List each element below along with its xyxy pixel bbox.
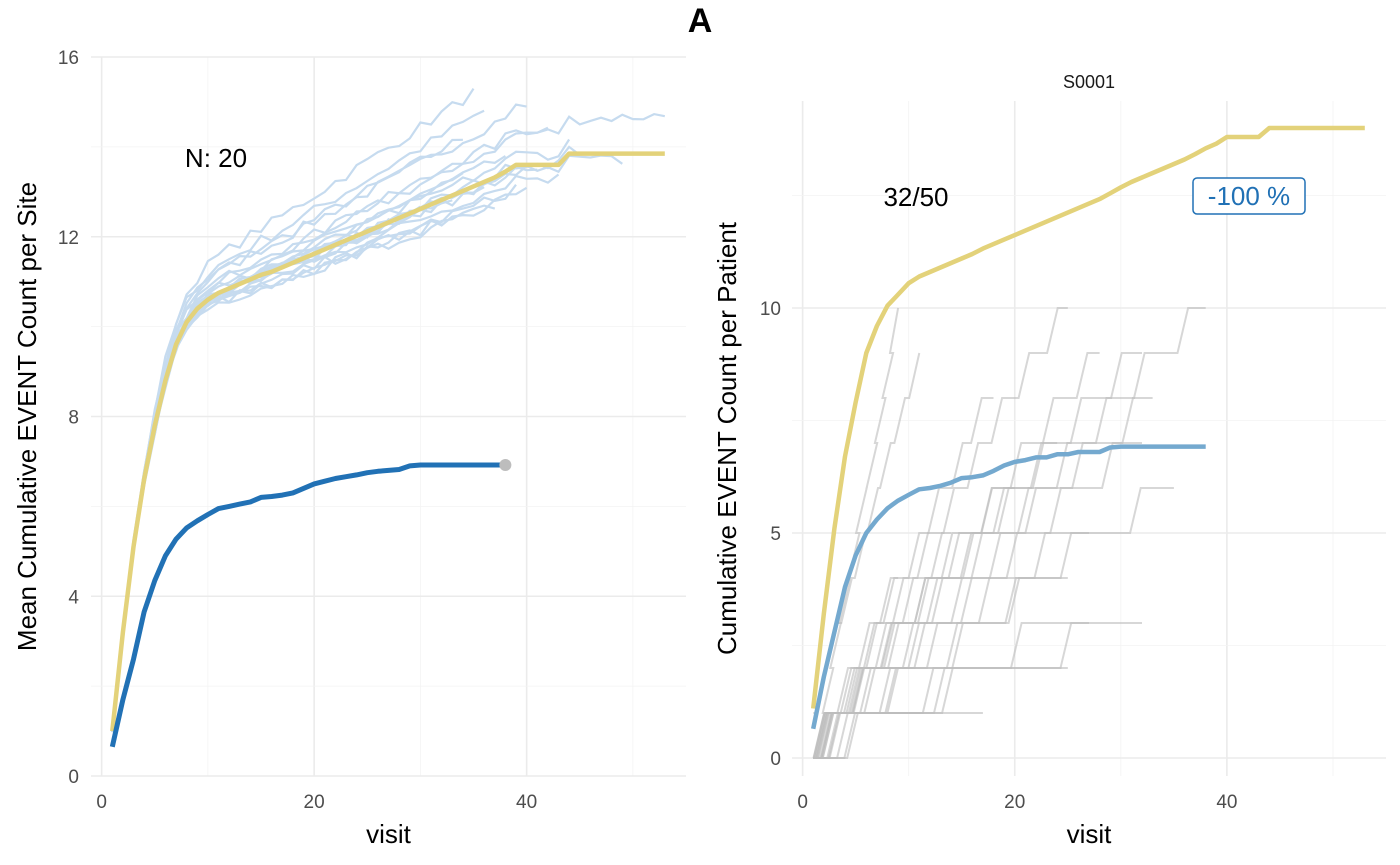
- x-axis-title: visit: [1067, 819, 1113, 849]
- site-line: [111, 220, 442, 732]
- facet-strip-label: S0001: [1063, 72, 1115, 92]
- x-tick-label: 40: [516, 792, 537, 813]
- panel-1: 0 20 40 0 4 8 12 16 visit Mean Cumulative EVENT C…: [12, 48, 686, 849]
- highlight-site-line: [109, 462, 506, 748]
- mean-line: [110, 151, 665, 732]
- x-axis-title: visit: [366, 819, 412, 849]
- patient-line: [813, 622, 1142, 759]
- patient-line: [813, 622, 1089, 759]
- site-line: [111, 155, 506, 732]
- site-count-label: N: 20: [185, 143, 247, 173]
- change-badge: -100 %: [1192, 177, 1306, 215]
- patient-line: [813, 577, 899, 759]
- patient-line: [812, 352, 1142, 759]
- site-line: [111, 112, 666, 731]
- patient-line: [812, 307, 900, 759]
- y-tick-label: 8: [68, 408, 79, 429]
- y-axis-title: Cumulative EVENT Count per Patient: [712, 221, 742, 655]
- site-line: [111, 126, 549, 733]
- x-tick-label: 0: [797, 792, 808, 813]
- y-tick-label: 4: [68, 587, 79, 608]
- y-tick-label: 0: [770, 749, 781, 770]
- y-tick-label: 16: [58, 48, 79, 69]
- y-tick-label: 5: [770, 524, 781, 545]
- x-tick-label: 0: [96, 792, 107, 813]
- patient-line: [813, 307, 1068, 759]
- highlight-patient-line: [810, 444, 1206, 730]
- site-line: [111, 172, 464, 731]
- x-tick-label: 40: [1216, 792, 1237, 813]
- y-tick-label: 10: [760, 299, 781, 320]
- badge-label: -100 %: [1208, 181, 1290, 211]
- patient-line: [813, 712, 920, 759]
- series-end-dot: [499, 459, 512, 472]
- series-group: [109, 88, 666, 748]
- gridlines: [792, 101, 1386, 776]
- y-tick-label: 0: [68, 767, 79, 788]
- figure-title: A: [687, 2, 713, 40]
- site-line: [111, 204, 496, 731]
- patient-line: [813, 352, 1100, 759]
- patient-line: [813, 577, 1068, 759]
- series-group: [810, 125, 1365, 759]
- y-axis-title: Mean Cumulative EVENT Count per Site: [12, 182, 42, 651]
- gridlines: [91, 56, 686, 777]
- site-line: [111, 138, 571, 733]
- site-line: [111, 88, 475, 731]
- patient-line: [813, 442, 1142, 759]
- site-line: [111, 103, 527, 732]
- badge-box: [1192, 177, 1306, 215]
- panel-2: 0 20 40 0 5 10 visit Cumulative EVENT Count per…: [712, 72, 1386, 849]
- patient-line: [813, 532, 952, 759]
- x-tick-label: 20: [1004, 792, 1025, 813]
- mean-line: [810, 125, 1365, 709]
- patient-line: [813, 532, 1089, 759]
- y-tick-label: 12: [58, 228, 79, 249]
- ratio-label: 32/50: [883, 182, 948, 212]
- x-tick-label: 20: [304, 792, 325, 813]
